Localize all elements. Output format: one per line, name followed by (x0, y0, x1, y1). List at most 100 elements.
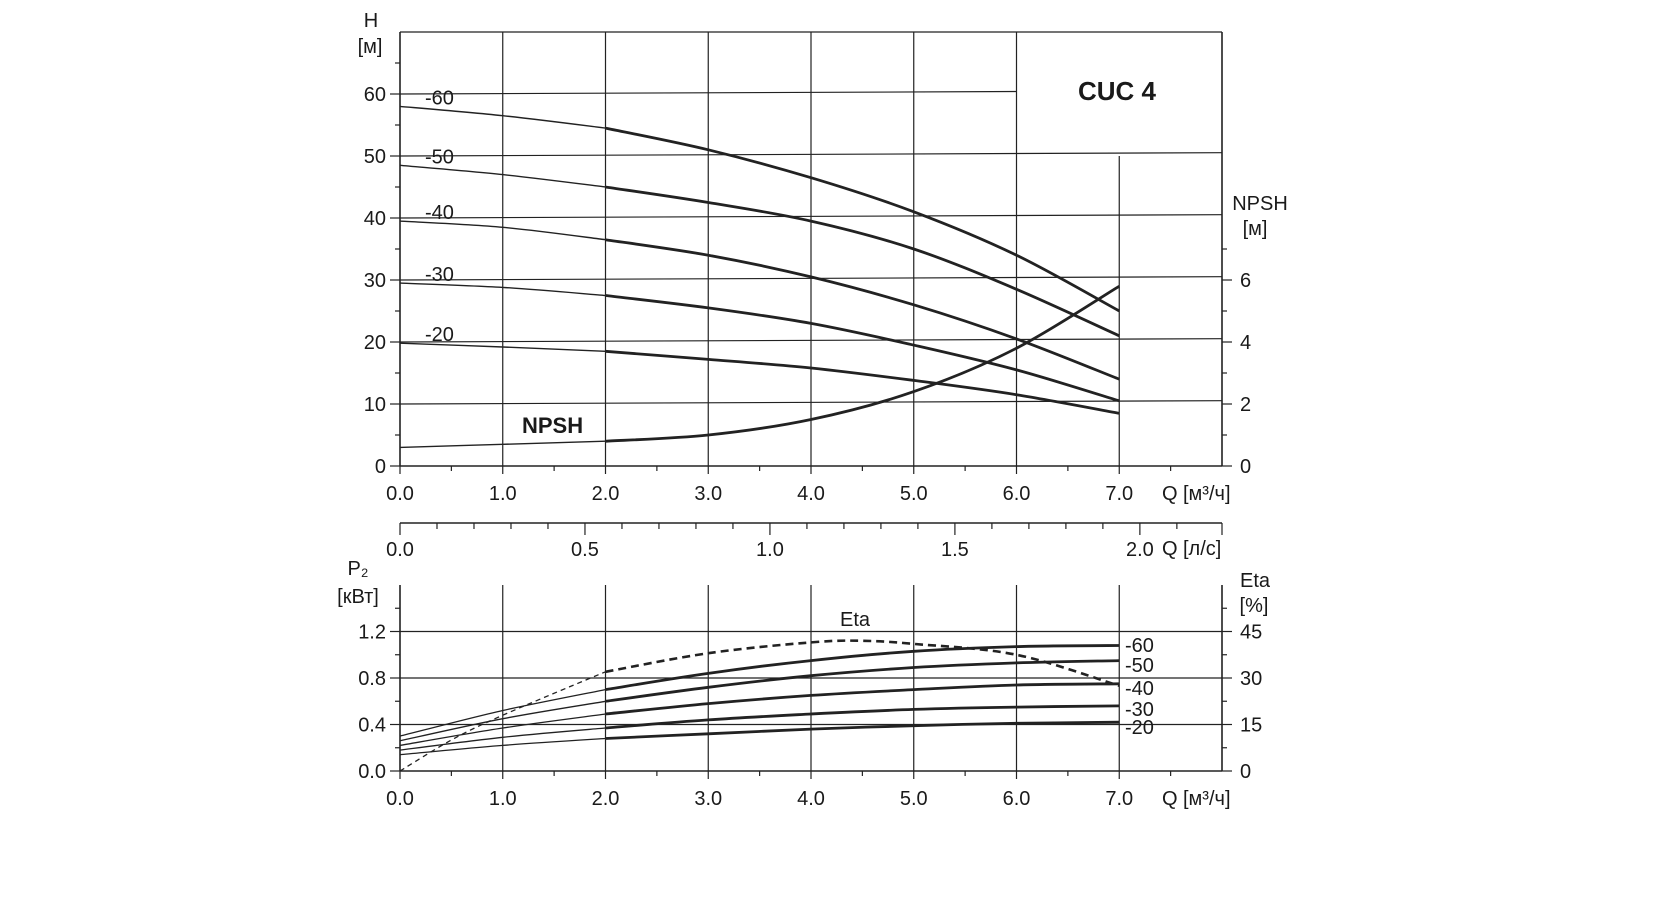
power-curve-label: -30 (1125, 699, 1154, 721)
x-axis-unit: [м³/ч] (1183, 788, 1231, 810)
head-curve-thin (399, 105, 606, 129)
power-curve (605, 704, 1120, 730)
head-curve-thin (399, 342, 606, 352)
y2-axis-unit: [м] (1243, 218, 1268, 240)
x-tick-label: 2.0 (592, 788, 620, 810)
grid-line-horizontal (399, 276, 1223, 281)
y-axis-label: P₂ (347, 558, 368, 580)
y2-tick-label: 4 (1240, 332, 1251, 354)
head-flow-chart: 0.0 1.0 2.0 3.0 4.0 5.0 6.0 7.0 0 10 20 30 40 50 60 0 2 4… (358, 10, 1288, 505)
x-tick-label: 3.0 (694, 788, 722, 810)
x-axis-label: Q (1162, 483, 1178, 505)
y-tick-label: 40 (364, 208, 386, 230)
head-curve-label: -50 (425, 146, 454, 168)
y-tick-label: 0.0 (358, 761, 386, 783)
npsh-curve-thin (399, 440, 606, 449)
grid-line-horizontal (399, 152, 1223, 157)
power-curve-thin (399, 713, 606, 747)
ls-axis-label: Q (1162, 538, 1178, 560)
y2-tick-label: 15 (1240, 715, 1262, 737)
y2-axis-label: NPSH (1232, 193, 1288, 215)
y2-tick-label: 30 (1240, 668, 1262, 690)
power-curve-thin (399, 700, 606, 742)
power-curve-thin (399, 737, 606, 756)
head-curve (605, 294, 1120, 403)
x-tick-label: 1.0 (489, 788, 517, 810)
npsh-curve (605, 284, 1121, 443)
x-tick-label: 7.0 (1105, 483, 1133, 505)
ls-tick-label: 1.0 (756, 539, 784, 561)
y-tick-label: 10 (364, 394, 386, 416)
ls-tick-label: 1.5 (941, 539, 969, 561)
x-tick-label: 6.0 (1003, 483, 1031, 505)
ls-tick-label: 2.0 (1126, 539, 1154, 561)
y-axis-unit: [м] (358, 36, 383, 58)
x-tick-label: 0.0 (386, 788, 414, 810)
power-curve-label: -20 (1125, 717, 1154, 739)
head-curve-thin (399, 164, 606, 188)
x-axis-unit: [м³/ч] (1183, 483, 1231, 505)
grid-line-horizontal (399, 338, 1223, 343)
x-axis-label: Q (1162, 788, 1178, 810)
x-tick-label: 6.0 (1003, 788, 1031, 810)
x-tick-label: 4.0 (797, 788, 825, 810)
x-tick-label: 5.0 (900, 483, 928, 505)
eta-curve-thin (399, 671, 606, 772)
y-tick-label: 0 (375, 456, 386, 478)
y-axis-label: H (364, 10, 378, 32)
x-tick-label: 5.0 (900, 788, 928, 810)
x-tick-label: 0.0 (386, 483, 414, 505)
x-tick-label: 2.0 (592, 483, 620, 505)
head-curve (605, 349, 1120, 415)
head-curve (605, 126, 1120, 313)
y2-tick-label: 0 (1240, 761, 1251, 783)
head-curve-label: -60 (425, 87, 454, 109)
y2-tick-label: 45 (1240, 622, 1262, 644)
y-tick-label: 30 (364, 270, 386, 292)
npsh-curve-label: NPSH (522, 413, 583, 438)
power-curve-thin (399, 688, 606, 737)
power-curve (605, 720, 1120, 740)
eta-curve-label: Eta (840, 609, 871, 631)
head-curve-label: -40 (425, 202, 454, 224)
power-efficiency-chart: 0.0 1.0 2.0 3.0 4.0 5.0 6.0 7.0 0.0 0.4 0.8 1.2 0 15 3… (337, 558, 1271, 810)
x-tick-label: 7.0 (1105, 788, 1133, 810)
head-curve-label: -20 (425, 324, 454, 346)
y2-axis-unit: [%] (1240, 595, 1269, 617)
y-tick-label: 0.4 (358, 715, 386, 737)
y2-tick-label: 2 (1240, 394, 1251, 416)
y-tick-label: 50 (364, 146, 386, 168)
grid-line-horizontal (399, 400, 1223, 405)
head-curve (605, 185, 1120, 338)
y-tick-label: 60 (364, 84, 386, 106)
head-curve-label: -30 (425, 264, 454, 286)
y-axis-unit: [кВт] (337, 586, 379, 608)
power-curve-thin (399, 727, 606, 751)
y2-tick-label: 6 (1240, 270, 1251, 292)
head-curve-thin (399, 282, 606, 297)
y2-tick-label: 0 (1240, 456, 1251, 478)
eta-curve (605, 639, 1120, 688)
power-curve (605, 659, 1120, 703)
y-tick-label: 0.8 (358, 668, 386, 690)
x-tick-label: 1.0 (489, 483, 517, 505)
grid-line-horizontal (399, 90, 1017, 95)
power-curve (605, 644, 1120, 691)
grid-line-horizontal (399, 214, 1223, 219)
power-curve-label: -40 (1125, 678, 1154, 700)
ls-axis-unit: [л/с] (1183, 538, 1221, 560)
ls-tick-label: 0.5 (571, 539, 599, 561)
y-tick-label: 20 (364, 332, 386, 354)
x-tick-label: 4.0 (797, 483, 825, 505)
power-curve (605, 682, 1120, 716)
y2-axis-label: Eta (1240, 570, 1271, 592)
x-tick-label: 3.0 (694, 483, 722, 505)
head-curve-thin (399, 220, 606, 241)
chart-title: CUC 4 (1078, 76, 1157, 106)
y-tick-label: 1.2 (358, 622, 386, 644)
flow-ls-axis: 0.0 0.5 1.0 1.5 2.0 Q [л/с] (386, 522, 1223, 561)
ls-tick-label: 0.0 (386, 539, 414, 561)
power-curve-label: -50 (1125, 655, 1154, 677)
power-curve-label: -60 (1125, 635, 1154, 657)
